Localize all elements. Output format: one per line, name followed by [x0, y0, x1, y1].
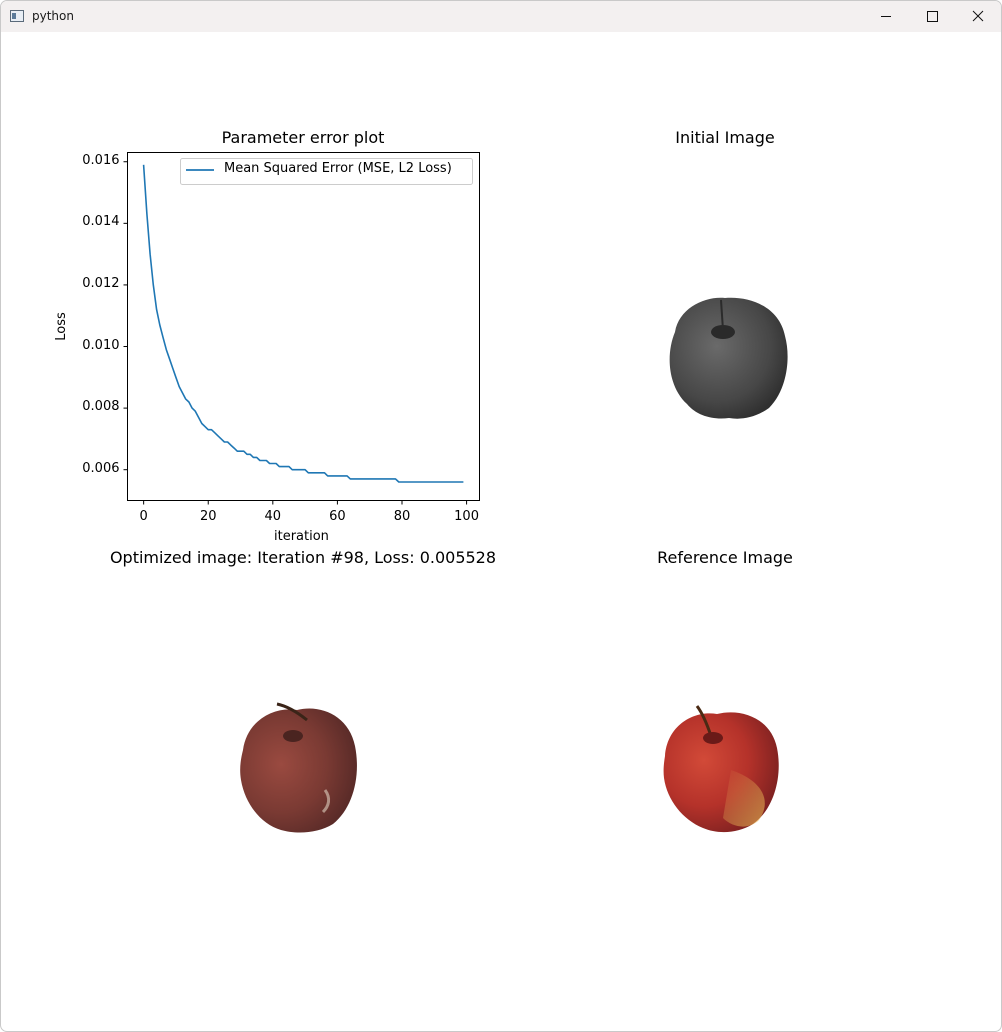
x-tick-label: 0	[139, 508, 148, 524]
close-icon	[972, 10, 984, 22]
x-tick-label: 40	[264, 508, 282, 524]
y-ticks	[123, 161, 128, 471]
maximize-button[interactable]	[909, 1, 955, 32]
y-tick-label: 0.016	[82, 152, 120, 168]
reference-image-title: Reference Image	[657, 548, 793, 567]
window-title: python	[32, 9, 74, 23]
initial-image-title: Initial Image	[675, 128, 775, 147]
optimized-apple-image	[240, 702, 357, 833]
y-tick-label: 0.008	[82, 399, 120, 415]
x-tick-label: 100	[454, 508, 479, 524]
reference-apple-image	[663, 705, 779, 833]
y-tick-label: 0.014	[82, 214, 120, 230]
app-icon	[10, 10, 24, 22]
minimize-icon	[881, 16, 891, 17]
figure-canvas: Parameter error plot Initial Image Optim…	[1, 32, 1001, 1031]
y-tick-label: 0.006	[82, 460, 120, 476]
initial-apple-image	[669, 297, 788, 419]
chart-legend	[180, 158, 473, 185]
loss-plot-title: Parameter error plot	[221, 128, 385, 147]
x-tick-label: 80	[393, 508, 411, 524]
x-tick-label: 60	[329, 508, 346, 524]
x-axis-label: iteration	[274, 529, 329, 544]
maximize-icon	[927, 11, 938, 22]
loss-line	[142, 164, 464, 483]
optimized-image-title: Optimized image: Iteration #98, Loss: 0.…	[109, 548, 497, 567]
y-tick-label: 0.010	[82, 337, 120, 353]
loss-chart	[123, 152, 480, 505]
y-tick-label: 0.012	[82, 275, 120, 291]
title-bar[interactable]: python	[1, 1, 1001, 32]
plot-frame	[127, 152, 480, 501]
legend-label: Mean Squared Error (MSE, L2 Loss)	[224, 161, 452, 176]
minimize-button[interactable]	[863, 1, 909, 32]
x-ticks	[143, 500, 468, 505]
x-tick-label: 20	[199, 508, 217, 524]
close-button[interactable]	[955, 1, 1001, 32]
y-axis-label: Loss	[53, 312, 69, 341]
